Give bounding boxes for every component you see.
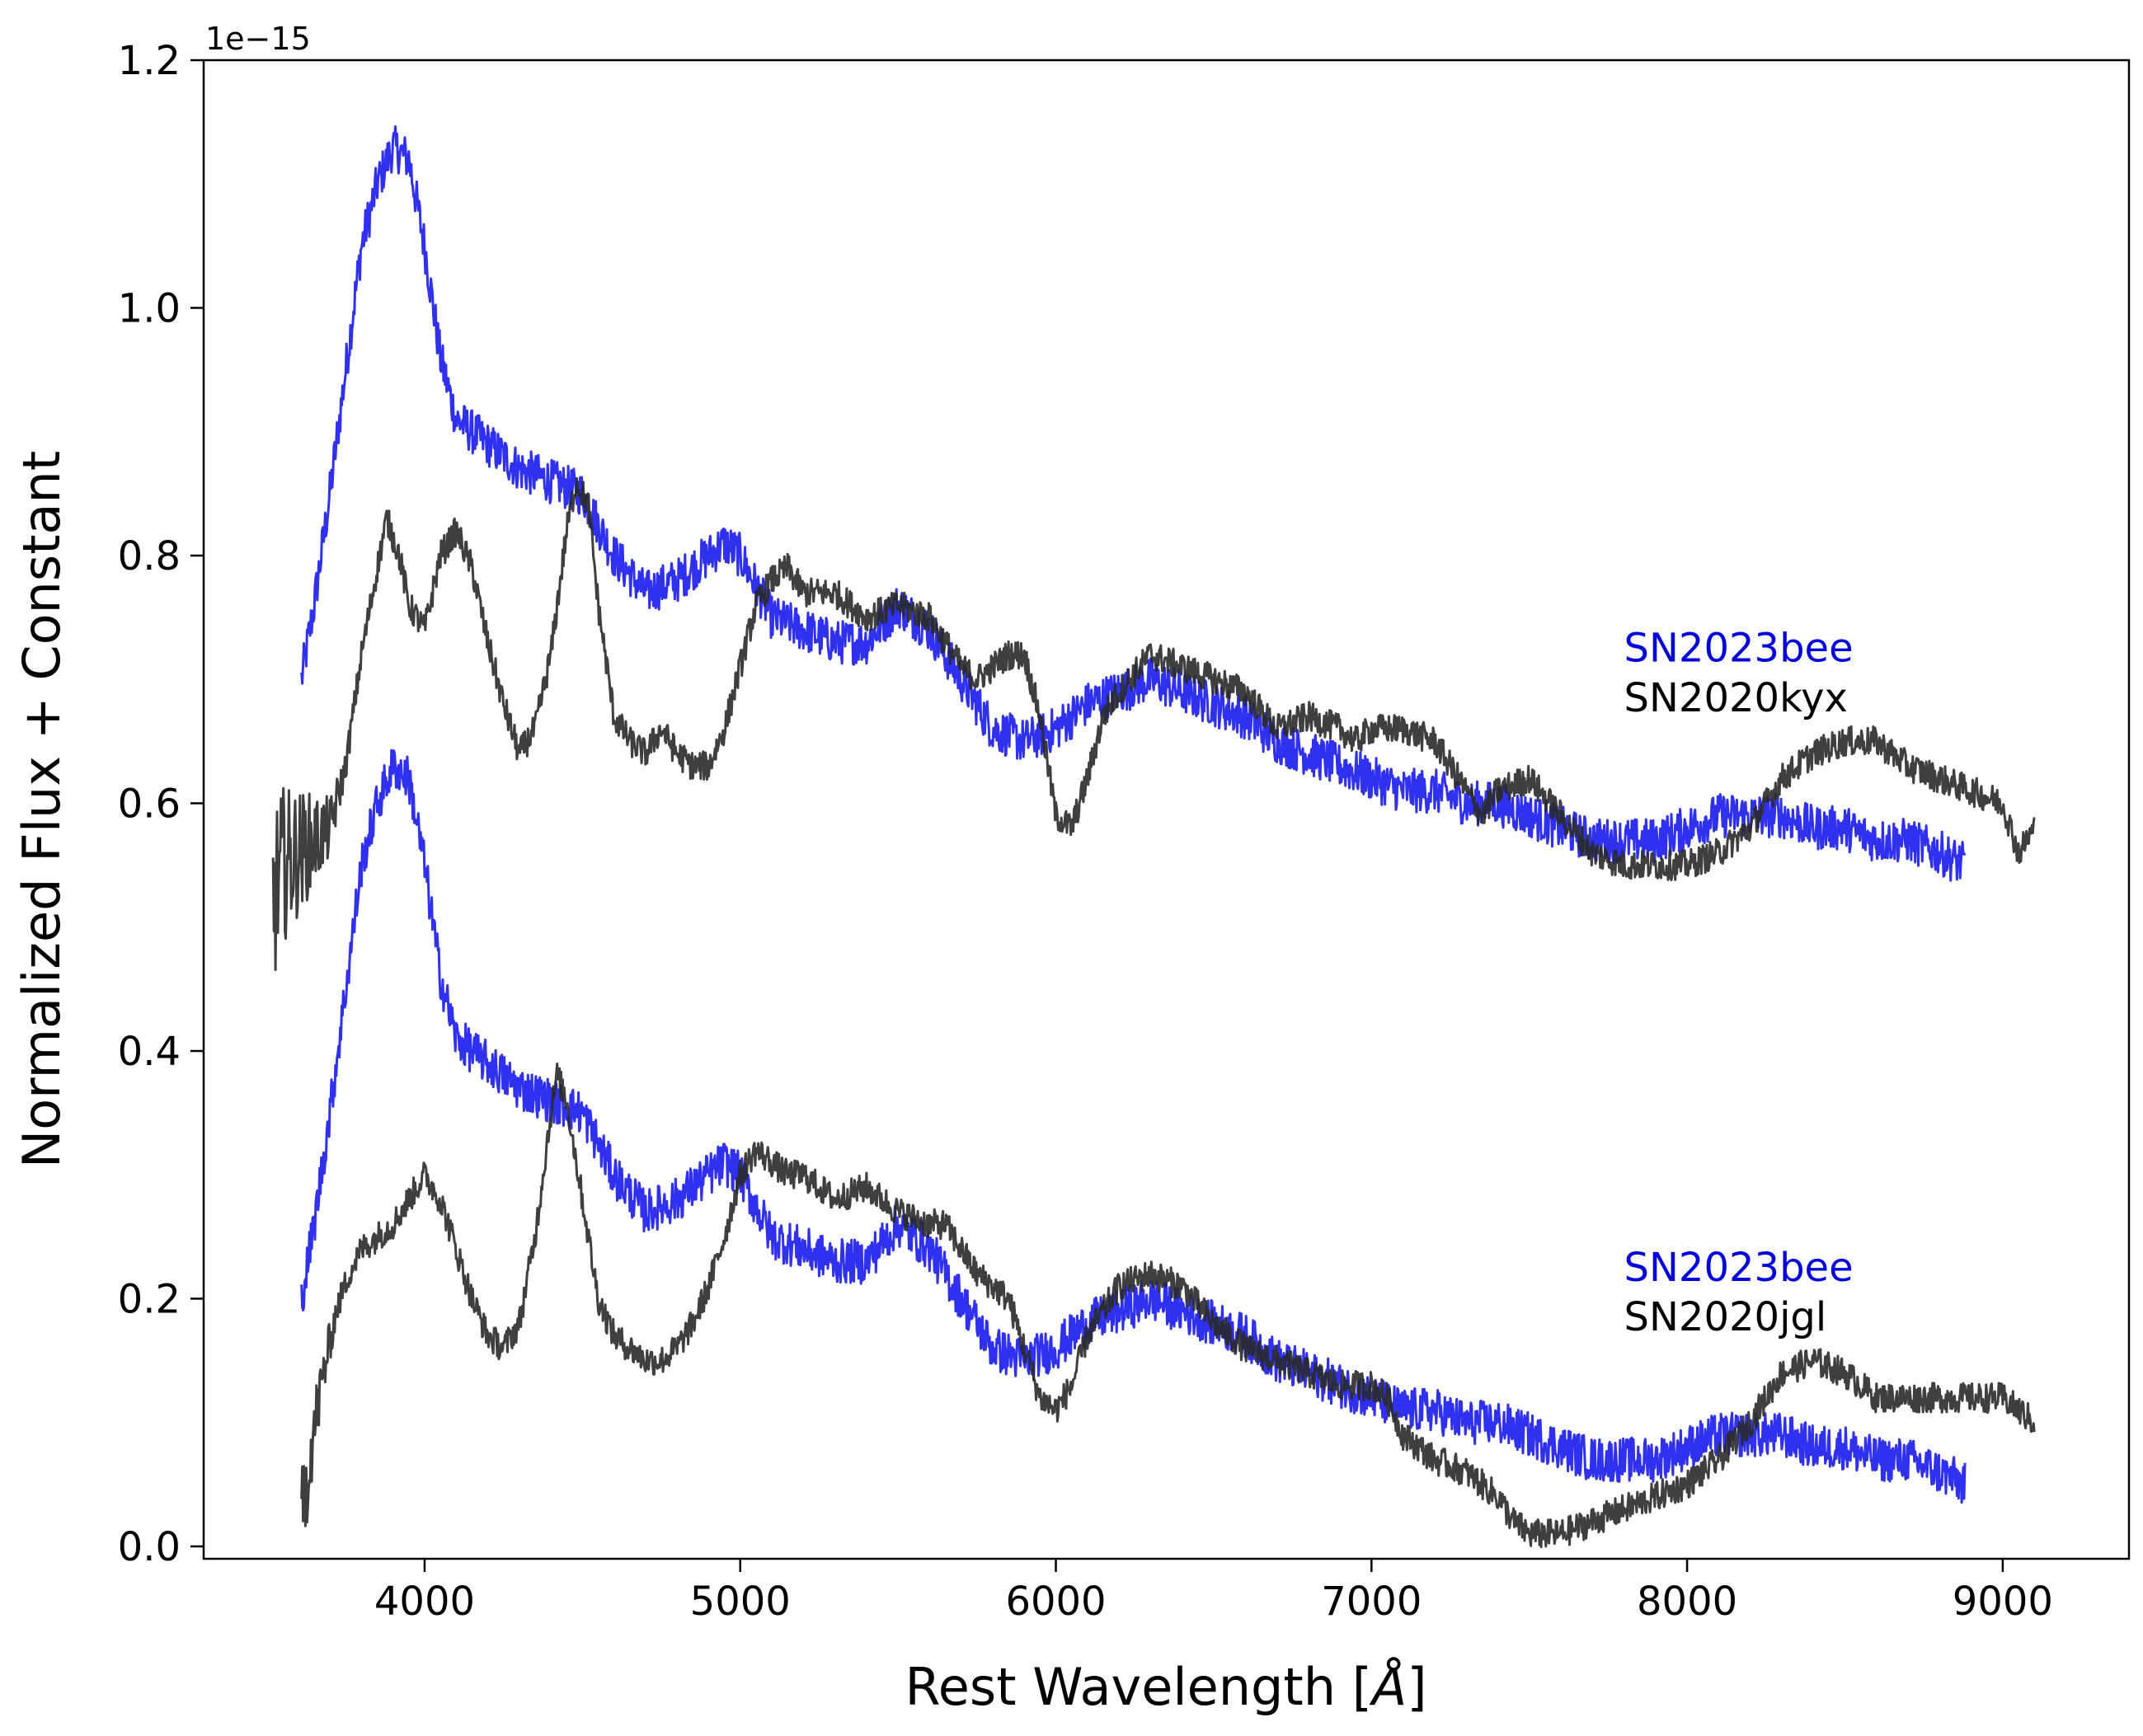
series-annotation-1: SN2020kyx bbox=[1624, 675, 1848, 721]
y-tick-label-4: 0.8 bbox=[118, 533, 181, 579]
x-tick-label-5000: 5000 bbox=[690, 1579, 791, 1625]
y-tick-label-1: 0.2 bbox=[118, 1276, 181, 1322]
y-offset-label: 1e−15 bbox=[205, 21, 311, 57]
y-tick-label-6: 1.2 bbox=[118, 38, 181, 84]
series-line-sn2020jgl bbox=[300, 1063, 2036, 1549]
series-annotation-2: SN2023bee bbox=[1624, 1245, 1854, 1291]
x-axis-label: Rest Wavelength [Å] bbox=[905, 1657, 1426, 1717]
x-tick-label-7000: 7000 bbox=[1321, 1579, 1422, 1625]
y-tick-label-0: 0.0 bbox=[118, 1524, 181, 1570]
y-tick-label-2: 0.4 bbox=[118, 1029, 181, 1075]
x-axis-label-close: ] bbox=[1407, 1657, 1426, 1717]
series-line-sn2023bee-top bbox=[300, 125, 1967, 882]
y-tick-label-5: 1.0 bbox=[118, 285, 181, 331]
x-tick-label-8000: 8000 bbox=[1637, 1579, 1737, 1625]
series-line-sn2020kyx bbox=[271, 477, 2036, 971]
series-annotation-0: SN2023bee bbox=[1624, 626, 1854, 672]
y-tick-label-3: 0.6 bbox=[118, 781, 181, 827]
plot-frame bbox=[202, 59, 2131, 1560]
y-axis: 0.0 0.2 0.4 0.6 0.8 1.0 1.2 bbox=[118, 38, 204, 1570]
y-axis-label: Normalized Flux + Constant bbox=[12, 451, 72, 1168]
series-annotation-3: SN2020jgl bbox=[1624, 1294, 1827, 1340]
x-tick-label-9000: 9000 bbox=[1953, 1579, 2053, 1625]
x-tick-label-4000: 4000 bbox=[374, 1579, 475, 1625]
x-axis: 4000 5000 6000 7000 8000 9000 bbox=[374, 1559, 2053, 1625]
x-axis-label-unit: Å bbox=[1369, 1657, 1407, 1717]
series-line-sn2023bee-bottom bbox=[300, 748, 1967, 1504]
series-layer bbox=[271, 125, 2036, 1549]
x-axis-label-text: Rest Wavelength [ bbox=[905, 1657, 1371, 1717]
x-tick-label-6000: 6000 bbox=[1005, 1579, 1106, 1625]
